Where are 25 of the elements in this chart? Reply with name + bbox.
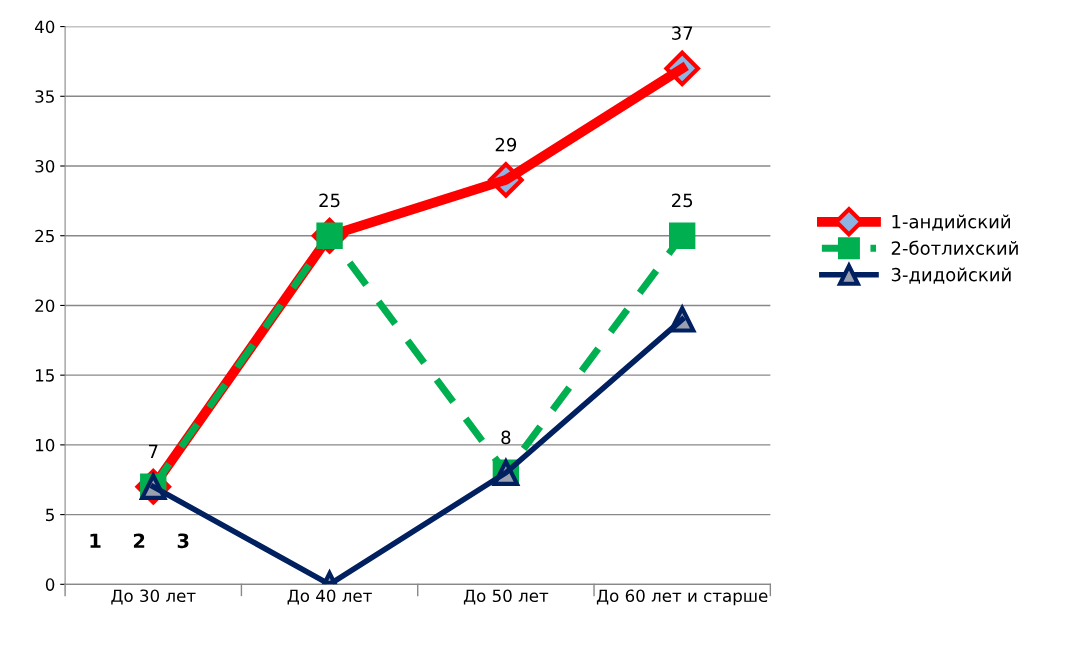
y-tick-label: 35 (35, 90, 54, 103)
x-tick-label: До 50 лет (463, 589, 549, 605)
x-tick-label: До 30 лет (111, 589, 196, 605)
y-tick-label: 10 (36, 438, 55, 452)
y-tick-label: 40 (34, 20, 55, 34)
y-tick-label: 20 (35, 299, 55, 313)
data-label: 29 (495, 137, 517, 152)
data-label: 7 (148, 444, 158, 458)
annotation: 2 (133, 533, 145, 548)
data-label: 37 (672, 26, 693, 40)
legend-label: 1-андийский (892, 214, 1010, 231)
legend-label: 3-дидойский (891, 267, 1011, 284)
legend-label: 2-ботлихский (891, 240, 1018, 255)
y-tick-label: 15 (36, 369, 54, 382)
data-label: 25 (319, 193, 340, 208)
annotation: 3 (177, 533, 189, 549)
data-label: 25 (672, 193, 693, 208)
y-tick-label: 25 (35, 229, 54, 243)
x-tick-label: До 40 лет (287, 589, 372, 605)
data-label: 8 (501, 430, 511, 445)
y-tick-label: 5 (46, 508, 54, 522)
y-tick-label: 0 (45, 578, 55, 591)
annotation: 1 (90, 533, 101, 548)
x-tick-label: До 60 лет и старше (596, 589, 768, 606)
y-tick-label: 30 (35, 159, 55, 173)
